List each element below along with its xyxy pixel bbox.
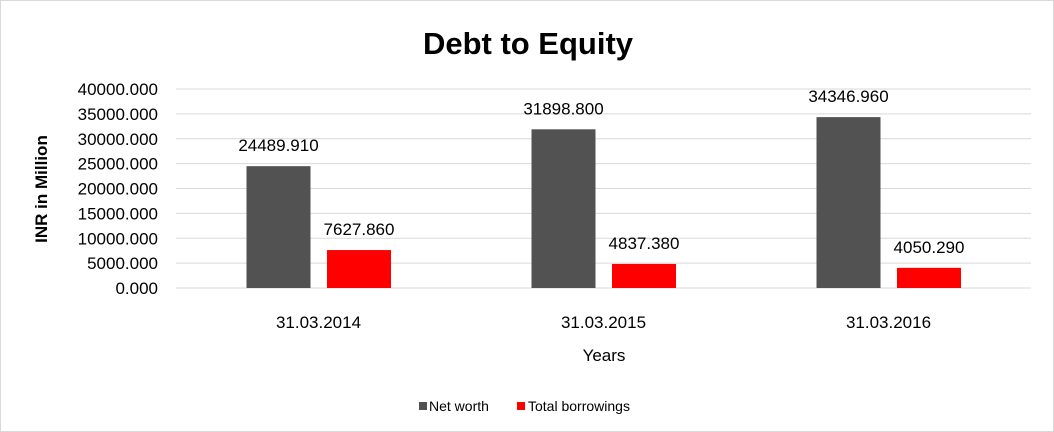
legend: Net worth Total borrowings xyxy=(419,398,630,414)
bar-total-borrowings xyxy=(327,250,391,288)
y-tick-label: 30000.000 xyxy=(78,130,158,149)
x-tick-label: 31.03.2016 xyxy=(846,313,931,332)
y-tick-label: 40000.000 xyxy=(78,80,158,99)
bar-total-borrowings xyxy=(897,267,961,288)
legend-label-total-borrowings: Total borrowings xyxy=(528,398,630,414)
data-label: 34346.960 xyxy=(808,87,888,106)
legend-swatch-net-worth xyxy=(419,402,427,410)
x-axis-ticks: 31.03.2014 31.03.2015 31.03.2016 xyxy=(276,313,931,332)
bar-total-borrowings xyxy=(612,263,676,288)
legend-label-net-worth: Net worth xyxy=(429,398,489,414)
y-tick-label: 35000.000 xyxy=(78,105,158,124)
bars: 24489.910 7627.860 31898.800 4837.380 34346.… xyxy=(238,87,964,288)
y-tick-label: 5000.000 xyxy=(87,254,158,273)
y-tick-label: 0.000 xyxy=(115,279,158,298)
y-tick-label: 25000.000 xyxy=(78,155,158,174)
data-label: 24489.910 xyxy=(238,136,318,155)
data-label: 7627.860 xyxy=(324,220,395,239)
y-tick-label: 10000.000 xyxy=(78,229,158,248)
gridlines xyxy=(176,88,1031,289)
y-tick-label: 20000.000 xyxy=(78,180,158,199)
x-tick-label: 31.03.2015 xyxy=(561,313,646,332)
bar-net-worth xyxy=(246,166,311,288)
data-label: 4837.380 xyxy=(609,234,680,253)
y-axis-ticks: 0.000 5000.000 10000.000 15000.000 20000.000… xyxy=(78,80,158,298)
chart-title: Debt to Equity xyxy=(423,26,634,61)
bar-net-worth xyxy=(816,117,881,288)
data-label: 31898.800 xyxy=(523,99,603,118)
bar-net-worth xyxy=(531,129,596,288)
legend-swatch-total-borrowings xyxy=(517,402,525,410)
y-axis-label: INR in Million xyxy=(32,135,51,243)
x-axis-label: Years xyxy=(583,346,626,365)
data-label: 4050.290 xyxy=(894,238,965,257)
y-tick-label: 15000.000 xyxy=(78,204,158,223)
x-tick-label: 31.03.2014 xyxy=(276,313,361,332)
